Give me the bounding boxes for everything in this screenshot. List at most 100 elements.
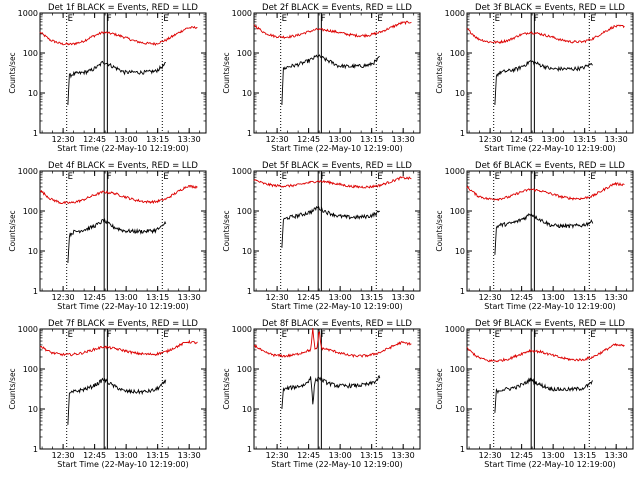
x-tick-label: 12:45 xyxy=(83,293,106,302)
detector-panel-3: Det 3f BLACK = Events, RED = LLD 1 10 100 10… xyxy=(435,3,634,153)
marker-label-E: E xyxy=(282,14,287,24)
x-tick-label: 13:00 xyxy=(115,451,138,460)
x-tick-label: 13:30 xyxy=(392,451,415,460)
y-tick-label: 100 xyxy=(23,365,38,374)
marker-label-F: F xyxy=(534,172,539,182)
y-tick-label: 10 xyxy=(28,405,38,414)
y-tick-label: 1000 xyxy=(445,325,465,334)
x-tick-label: 12:30 xyxy=(52,451,75,460)
panel-title: Det 9f BLACK = Events, RED = LLD xyxy=(475,319,625,329)
detector-panel-8: Det 8f BLACK = Events, RED = LLD 1 10 100 10… xyxy=(222,319,421,469)
x-tick-label: 13:15 xyxy=(146,293,169,302)
marker-label-F: F xyxy=(107,172,112,182)
detector-panel-5: Det 5f BLACK = Events, RED = LLD 1 10 100 10… xyxy=(222,161,421,311)
x-axis-label: Start Time (22-May-10 12:19:00) xyxy=(271,302,402,311)
marker-label-E: E xyxy=(377,14,382,24)
x-tick-label: 12:30 xyxy=(479,135,502,144)
marker-label-F: F xyxy=(321,172,326,182)
y-tick-label: 100 xyxy=(23,49,38,58)
panel-title: Det 1f BLACK = Events, RED = LLD xyxy=(48,3,198,13)
marker-label-F: F xyxy=(534,14,539,24)
y-tick-label: 1 xyxy=(460,445,465,454)
y-tick-label: 10 xyxy=(455,405,465,414)
y-tick-label: 10 xyxy=(28,247,38,256)
panel-title: Det 8f BLACK = Events, RED = LLD xyxy=(262,319,412,329)
x-tick-label: 12:30 xyxy=(266,293,289,302)
x-tick-label: 13:30 xyxy=(178,451,201,460)
y-tick-label: 1000 xyxy=(232,167,252,176)
lld-series-line xyxy=(253,176,412,189)
plot-frame xyxy=(466,328,634,450)
marker-label-E: E xyxy=(495,14,500,24)
x-tick-label: 13:00 xyxy=(542,135,565,144)
marker-label-F: F xyxy=(107,330,112,340)
y-tick-label: 100 xyxy=(237,365,252,374)
panel-title: Det 2f BLACK = Events, RED = LLD xyxy=(262,3,412,13)
marker-label-E: E xyxy=(377,330,382,340)
lld-series-line xyxy=(253,328,412,359)
y-tick-label: 100 xyxy=(237,49,252,58)
plot-frame xyxy=(253,328,421,450)
x-tick-label: 13:00 xyxy=(115,135,138,144)
x-tick-label: 12:45 xyxy=(83,451,106,460)
y-axis-label: Counts/sec xyxy=(435,52,444,93)
x-tick-label: 13:15 xyxy=(360,293,383,302)
y-tick-label: 1000 xyxy=(445,9,465,18)
x-tick-label: 13:30 xyxy=(178,135,201,144)
x-tick-label: 13:00 xyxy=(329,135,352,144)
marker-label-E: E xyxy=(590,330,595,340)
marker-label-E: E xyxy=(68,172,73,182)
marker-label-E: E xyxy=(590,14,595,24)
x-tick-label: 12:45 xyxy=(510,293,533,302)
x-axis-label: Start Time (22-May-10 12:19:00) xyxy=(57,144,188,153)
x-tick-label: 13:15 xyxy=(573,293,596,302)
x-axis-label: Start Time (22-May-10 12:19:00) xyxy=(271,460,402,469)
marker-label-F: F xyxy=(321,330,326,340)
x-axis-label: Start Time (22-May-10 12:19:00) xyxy=(57,302,188,311)
panel-title: Det 6f BLACK = Events, RED = LLD xyxy=(475,161,625,171)
x-tick-label: 13:15 xyxy=(146,135,169,144)
x-tick-label: 13:30 xyxy=(392,135,415,144)
y-tick-label: 10 xyxy=(28,89,38,98)
x-axis-label: Start Time (22-May-10 12:19:00) xyxy=(57,460,188,469)
y-tick-label: 100 xyxy=(23,207,38,216)
y-tick-label: 1000 xyxy=(18,167,38,176)
marker-label-F: F xyxy=(107,14,112,24)
x-tick-label: 12:30 xyxy=(52,135,75,144)
y-axis-label: Counts/sec xyxy=(8,210,17,251)
detector-panel-4: Det 4f BLACK = Events, RED = LLD 1 10 100 10… xyxy=(8,161,207,311)
x-tick-label: 12:30 xyxy=(479,293,502,302)
marker-label-E: E xyxy=(590,172,595,182)
y-axis-label: Counts/sec xyxy=(222,210,231,251)
plot-frame xyxy=(466,12,634,134)
y-tick-label: 10 xyxy=(242,89,252,98)
y-axis-label: Counts/sec xyxy=(435,368,444,409)
events-series-line xyxy=(67,60,166,106)
marker-label-E: E xyxy=(377,172,382,182)
panel-title: Det 3f BLACK = Events, RED = LLD xyxy=(475,3,625,13)
x-tick-label: 12:30 xyxy=(266,451,289,460)
y-tick-label: 1 xyxy=(33,445,38,454)
marker-label-E: E xyxy=(163,172,168,182)
events-series-line xyxy=(494,60,593,106)
marker-label-E: E xyxy=(68,330,73,340)
marker-label-E: E xyxy=(163,330,168,340)
y-tick-label: 10 xyxy=(455,89,465,98)
y-tick-label: 10 xyxy=(242,247,252,256)
lld-series-line xyxy=(466,24,625,45)
marker-label-E: E xyxy=(495,172,500,182)
events-series-line xyxy=(494,212,594,255)
y-tick-label: 1000 xyxy=(18,325,38,334)
detector-panel-1: Det 1f BLACK = Events, RED = LLD 1 10 100 10… xyxy=(8,3,207,153)
marker-label-E: E xyxy=(163,14,168,24)
plot-frame xyxy=(39,170,207,292)
x-tick-label: 13:00 xyxy=(115,293,138,302)
lld-series-line xyxy=(39,339,198,357)
y-tick-label: 1000 xyxy=(18,9,38,18)
y-tick-label: 10 xyxy=(242,405,252,414)
x-tick-label: 13:15 xyxy=(573,451,596,460)
x-tick-label: 13:30 xyxy=(392,293,415,302)
plot-frame xyxy=(253,170,421,292)
x-tick-label: 12:30 xyxy=(479,451,502,460)
x-tick-label: 12:45 xyxy=(510,451,533,460)
